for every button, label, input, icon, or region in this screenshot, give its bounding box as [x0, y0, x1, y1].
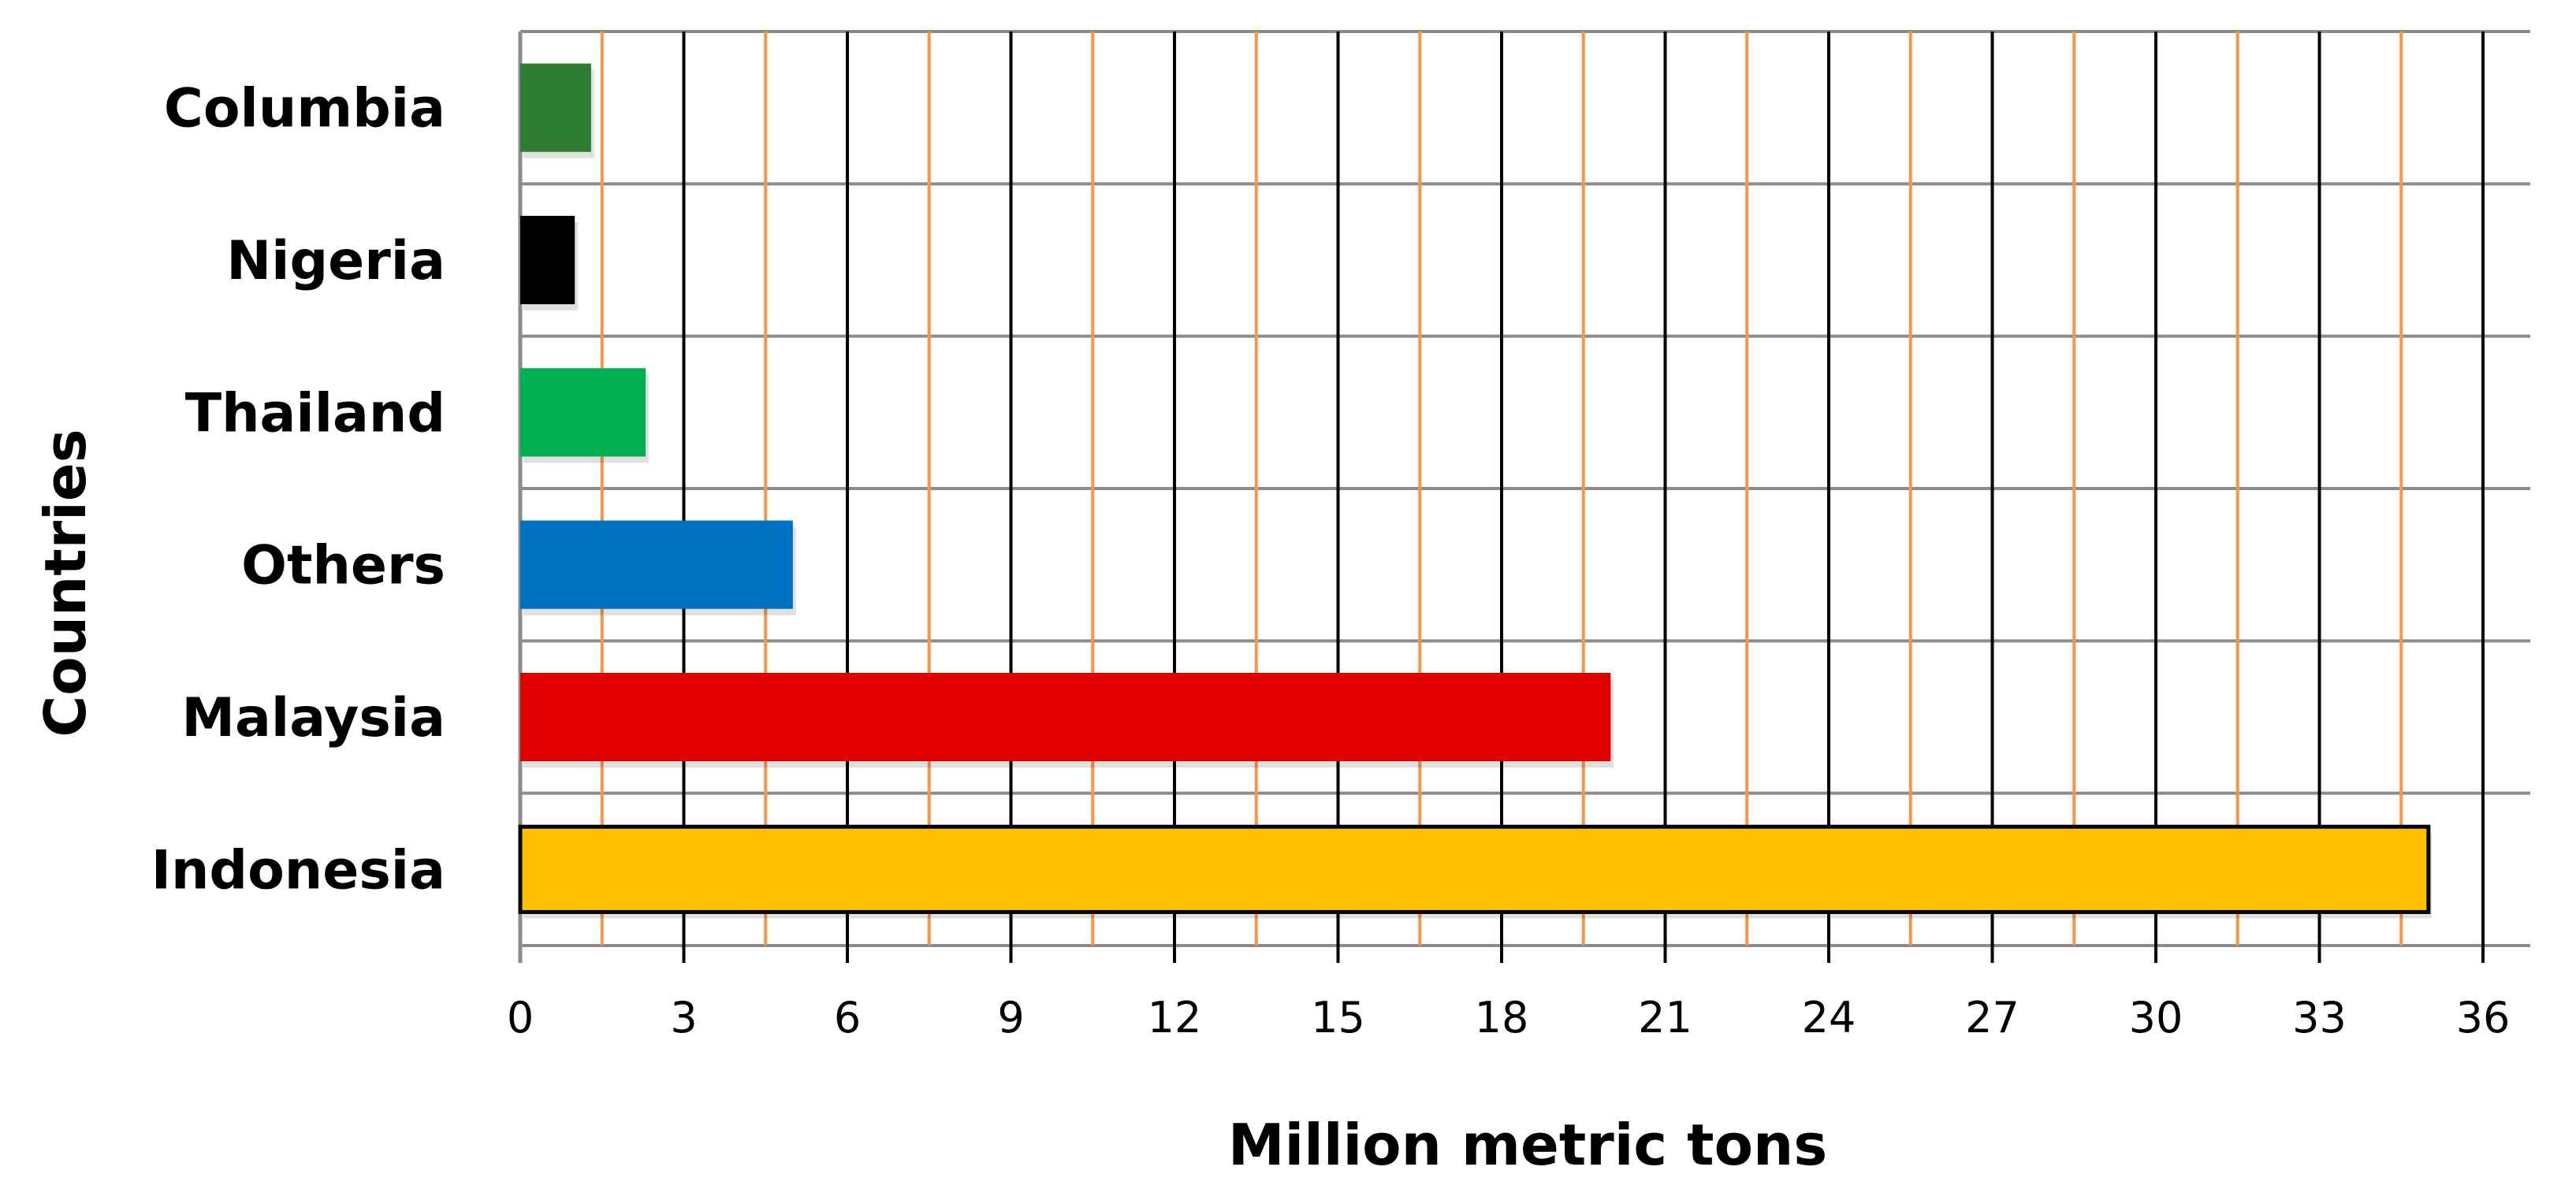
x-tick-label: 30 — [2129, 993, 2183, 1042]
x-tick-label: 9 — [997, 993, 1024, 1042]
bar-others — [520, 520, 793, 609]
x-tick-label: 12 — [1148, 993, 1202, 1042]
bar-indonesia — [518, 824, 2431, 914]
x-axis-title: Million metric tons — [1228, 1112, 1827, 1178]
x-tick-label: 21 — [1638, 993, 1692, 1042]
category-label: Malaysia — [181, 687, 445, 749]
tick-layer: 0 3 6 9 12 15 18 21 24 27 30 33 36 — [507, 993, 2511, 1042]
category-label: Columbia — [164, 78, 445, 140]
x-tick-label: 18 — [1475, 993, 1529, 1042]
x-tick-label: 3 — [670, 993, 697, 1042]
x-tick-label: 24 — [1802, 993, 1856, 1042]
bar-malaysia — [520, 672, 1611, 762]
category-labels: Columbia Nigeria Thailand Others Malaysia Ind… — [151, 78, 445, 902]
x-tick-label: 36 — [2456, 993, 2511, 1042]
bar-thailand — [520, 368, 646, 457]
x-tick-label: 6 — [834, 993, 861, 1042]
x-tick-label: 33 — [2292, 993, 2347, 1042]
bar-columbia — [520, 63, 591, 152]
category-label: Thailand — [185, 382, 445, 444]
y-axis-title: Countries — [32, 429, 99, 737]
bar-layer — [518, 63, 2432, 919]
bar-nigeria — [520, 215, 575, 305]
grid-layer — [518, 30, 2530, 963]
x-tick-label: 15 — [1311, 993, 1365, 1042]
x-tick-label: 27 — [1965, 993, 2019, 1042]
category-label: Indonesia — [151, 839, 445, 901]
category-label: Others — [241, 535, 445, 597]
x-tick-label: 0 — [507, 993, 534, 1042]
category-label: Nigeria — [226, 230, 445, 292]
